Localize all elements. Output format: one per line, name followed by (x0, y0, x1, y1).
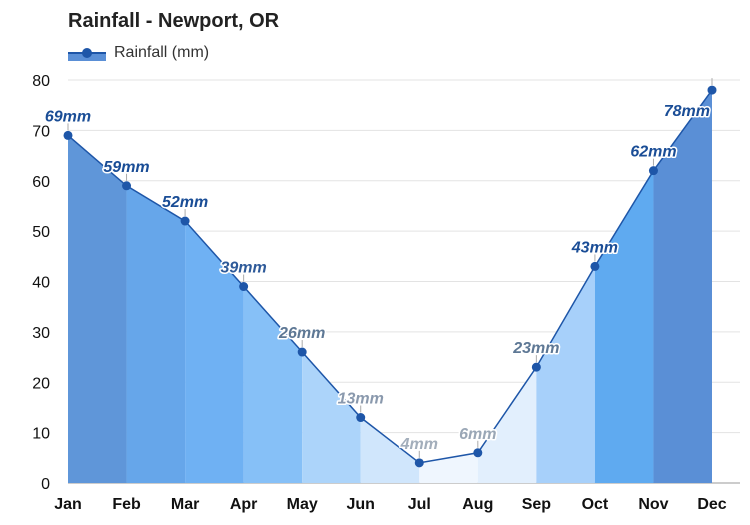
data-point (414, 458, 424, 468)
data-label: 43mm (571, 239, 618, 256)
data-point (122, 181, 132, 191)
data-label: 26mm (278, 325, 325, 342)
data-label: 23mm (512, 340, 559, 357)
x-tick-label: Feb (112, 496, 141, 513)
x-tick-label: Jun (347, 496, 375, 513)
x-tick-label: Jul (408, 496, 431, 513)
x-tick-label: Mar (171, 496, 199, 513)
data-point (63, 130, 73, 140)
data-point (297, 347, 307, 357)
chart-title: Rainfall - Newport, OR (68, 10, 280, 32)
area-segment (360, 417, 420, 483)
area-segment (243, 286, 303, 483)
x-tick-label: Apr (230, 496, 258, 513)
area-segment (536, 266, 595, 483)
data-point (590, 261, 600, 271)
data-point (531, 362, 541, 372)
data-point (648, 166, 658, 176)
data-label: 78mm (664, 103, 710, 120)
area-segment (185, 221, 244, 484)
x-tick-label: May (287, 496, 318, 513)
y-tick-label: 0 (41, 476, 50, 493)
y-tick-label: 80 (32, 73, 50, 90)
data-point (707, 85, 717, 95)
x-tick-label: Sep (522, 496, 552, 513)
area-segment (594, 170, 654, 484)
y-tick-label: 10 (32, 426, 50, 443)
legend-label: Rainfall (mm) (114, 44, 210, 61)
area-segment (419, 452, 478, 483)
x-tick-label: Dec (697, 496, 726, 513)
area-segment (653, 90, 712, 483)
data-point (180, 216, 190, 226)
data-label: 6mm (459, 426, 496, 443)
data-point (356, 413, 366, 423)
area-segment (477, 367, 537, 483)
y-tick-label: 20 (32, 375, 50, 392)
y-tick-label: 60 (32, 174, 50, 191)
data-label: 59mm (103, 159, 149, 176)
data-label: 39mm (221, 260, 267, 277)
legend[interactable]: Rainfall (mm) (68, 44, 209, 62)
x-tick-label: Jan (54, 496, 82, 513)
y-tick-label: 50 (32, 224, 50, 241)
x-tick-label: Nov (638, 496, 668, 513)
data-label: 62mm (630, 144, 676, 161)
area-segment (126, 185, 186, 483)
data-label: 4mm (400, 436, 438, 453)
x-tick-label: Aug (462, 496, 493, 513)
data-label: 52mm (162, 194, 208, 211)
data-label: 69mm (45, 108, 91, 125)
area-segment (68, 135, 127, 483)
legend-swatch-icon (68, 45, 106, 61)
data-label: 13mm (338, 391, 384, 408)
y-tick-label: 40 (32, 275, 50, 292)
area-segment (302, 352, 361, 483)
series-line (67, 89, 713, 464)
data-point (473, 448, 483, 458)
y-tick-label: 70 (32, 123, 50, 140)
data-point (239, 282, 249, 292)
x-tick-label: Oct (582, 496, 609, 513)
y-tick-label: 30 (32, 325, 50, 342)
